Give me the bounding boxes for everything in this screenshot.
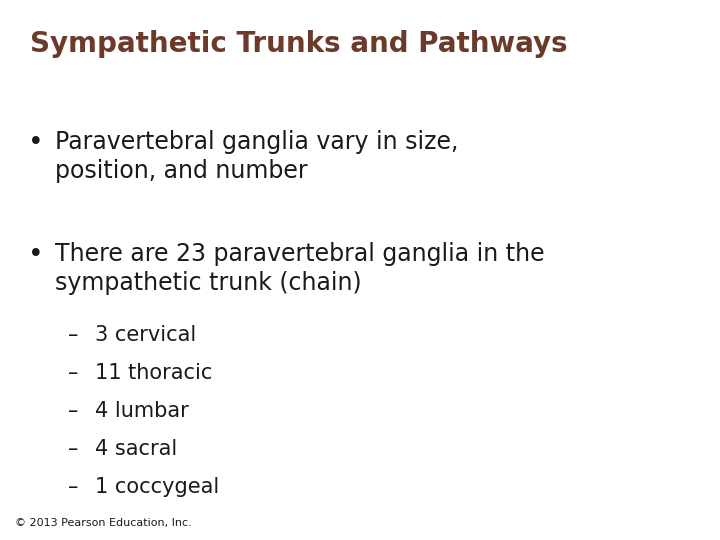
Text: –: – xyxy=(68,325,78,345)
Text: © 2013 Pearson Education, Inc.: © 2013 Pearson Education, Inc. xyxy=(15,518,192,528)
Text: Sympathetic Trunks and Pathways: Sympathetic Trunks and Pathways xyxy=(30,30,567,58)
Text: 3 cervical: 3 cervical xyxy=(95,325,197,345)
Text: 4 sacral: 4 sacral xyxy=(95,439,177,459)
Text: –: – xyxy=(68,363,78,383)
Text: Paravertebral ganglia vary in size,
position, and number: Paravertebral ganglia vary in size, posi… xyxy=(55,130,459,183)
Text: 4 lumbar: 4 lumbar xyxy=(95,401,189,421)
Text: There are 23 paravertebral ganglia in the
sympathetic trunk (chain): There are 23 paravertebral ganglia in th… xyxy=(55,242,544,295)
Text: –: – xyxy=(68,477,78,497)
Text: –: – xyxy=(68,439,78,459)
Text: 1 coccygeal: 1 coccygeal xyxy=(95,477,220,497)
Text: •: • xyxy=(28,130,44,156)
Text: 11 thoracic: 11 thoracic xyxy=(95,363,212,383)
Text: •: • xyxy=(28,242,44,268)
Text: –: – xyxy=(68,401,78,421)
